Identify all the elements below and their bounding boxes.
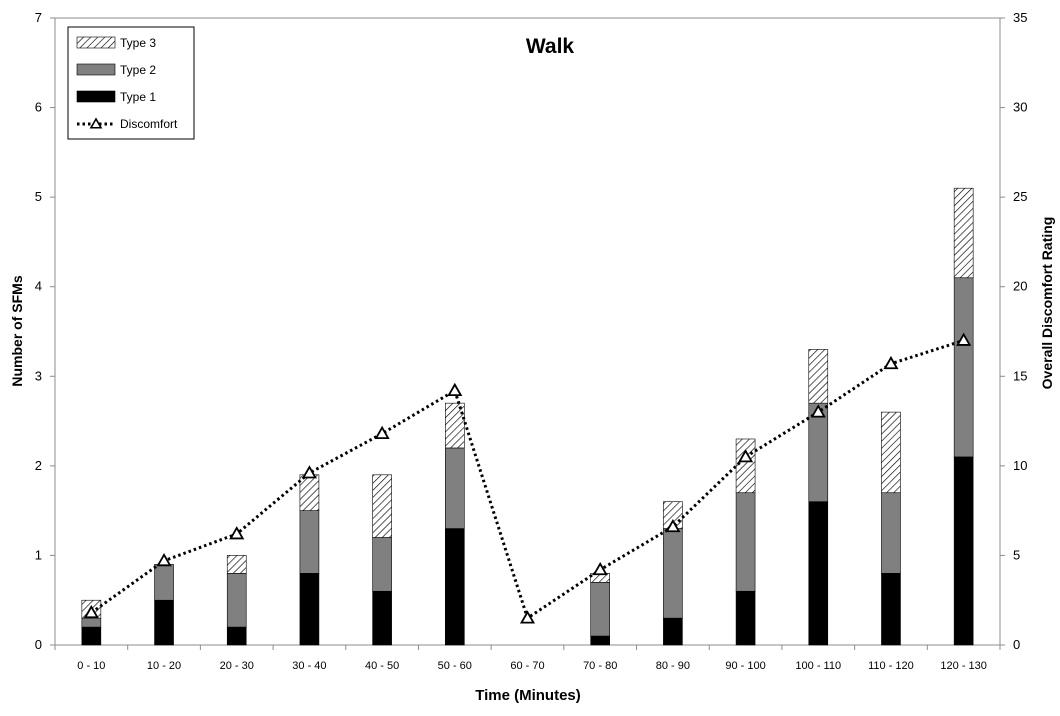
bar-type-3 [881, 411, 901, 494]
x-axis-tick-label: 80 - 90 [656, 660, 690, 672]
bar-type-1 [154, 599, 174, 646]
x-axis-tick-label: 40 - 50 [365, 660, 399, 672]
bar-type-2 [735, 492, 756, 592]
discomfort-point [592, 561, 608, 576]
bar-type-3 [299, 474, 320, 511]
bar-type-1 [881, 573, 901, 646]
x-axis-tick-label: 110 - 120 [868, 660, 914, 672]
bar-type-3 [372, 474, 392, 538]
legend-swatch-type-2 [76, 63, 116, 76]
discomfort-point [519, 610, 536, 624]
discomfort-point [447, 382, 463, 397]
x-axis-tick-label: 20 - 30 [220, 660, 254, 672]
y-axis-label: Number of SFMs [9, 275, 25, 386]
bar-type-3 [953, 187, 974, 279]
y-axis-tick-label: 7 [35, 10, 42, 25]
discomfort-point [229, 526, 245, 540]
bar-type-2 [590, 581, 610, 637]
legend-label-type-2: Type 2 [120, 63, 156, 77]
bar-type-1 [226, 626, 247, 646]
bar-type-2 [154, 564, 174, 601]
bar-type-2 [226, 573, 247, 628]
discomfort-point [83, 604, 99, 619]
bar-type-2 [881, 492, 901, 574]
bar-type-1 [372, 590, 392, 646]
x-axis-tick-label: 90 - 100 [725, 660, 765, 672]
discomfort-point [301, 465, 317, 479]
bar-type-1 [735, 590, 756, 646]
discomfort-point [156, 552, 172, 567]
x-axis-tick-label: 120 - 130 [940, 660, 986, 672]
legend-label-discomfort: Discomfort [120, 117, 178, 131]
bar-type-1 [299, 573, 320, 646]
bar-type-3 [226, 555, 247, 574]
bar-type-2 [372, 537, 392, 592]
y-axis-tick-label: 2 [35, 458, 42, 473]
legend-label-type-3: Type 3 [120, 36, 156, 50]
discomfort-point [810, 404, 826, 418]
y-axis-tick-label: 0 [35, 637, 42, 652]
discomfort-point [665, 518, 681, 533]
y2-axis-tick-label: 5 [1013, 547, 1020, 562]
x-axis-tick-label: 50 - 60 [438, 660, 472, 672]
x-axis-tick-label: 100 - 110 [795, 660, 841, 672]
legend-swatch-type-1 [76, 90, 116, 103]
x-axis-tick-label: 10 - 20 [147, 660, 181, 672]
x-axis-tick-label: 30 - 40 [292, 660, 326, 672]
legend-label-type-1: Type 1 [120, 90, 156, 104]
bar-type-2 [445, 447, 465, 529]
plot-area-border [54, 17, 1001, 646]
legend-marker-triangle [89, 117, 103, 129]
bar-type-2 [953, 277, 974, 458]
bar-type-1 [663, 617, 683, 646]
y-axis-tick-label: 4 [35, 279, 42, 294]
discomfort-line [90, 339, 965, 621]
bar-type-2 [808, 402, 829, 502]
legend: Type 3 Type 2 Type 1 Discomfort [67, 26, 195, 140]
bar-type-2 [663, 528, 683, 619]
y2-axis-tick-label: 30 [1013, 100, 1027, 115]
bar-type-3 [735, 438, 756, 494]
bar-type-3 [808, 349, 829, 404]
y2-axis-tick-label: 20 [1013, 279, 1027, 294]
x-axis-label: Time (Minutes) [475, 687, 581, 704]
bar-type-1 [953, 456, 974, 646]
discomfort-point [738, 449, 754, 463]
x-axis-tick-label: 0 - 10 [77, 660, 105, 672]
discomfort-point [374, 425, 390, 440]
y2-axis-tick-label: 35 [1013, 10, 1027, 25]
bar-type-1 [81, 626, 102, 646]
bar-type-1 [808, 501, 829, 646]
y2-axis-tick-label: 0 [1013, 637, 1020, 652]
bar-type-1 [590, 635, 610, 646]
y-axis-tick-label: 6 [35, 100, 42, 115]
bar-type-2 [81, 617, 102, 628]
y2-axis-label: Overall Discomfort Rating [1039, 217, 1055, 390]
x-axis-tick-label: 70 - 80 [583, 660, 617, 672]
bar-type-2 [299, 510, 320, 574]
y-axis-tick-label: 3 [35, 368, 42, 383]
y-axis-tick-label: 1 [35, 547, 42, 562]
bar-type-3 [445, 402, 465, 449]
y2-axis-tick-label: 15 [1013, 368, 1027, 383]
y-axis-tick-label: 5 [35, 189, 42, 204]
y2-axis-tick-label: 10 [1013, 458, 1027, 473]
x-axis-tick-label: 60 - 70 [510, 660, 544, 672]
bar-type-1 [445, 528, 465, 646]
y2-axis-tick-label: 25 [1013, 189, 1027, 204]
chart-title: Walk [526, 35, 575, 58]
discomfort-point [956, 332, 972, 346]
discomfort-point [883, 355, 899, 370]
legend-swatch-type-3 [76, 36, 116, 49]
